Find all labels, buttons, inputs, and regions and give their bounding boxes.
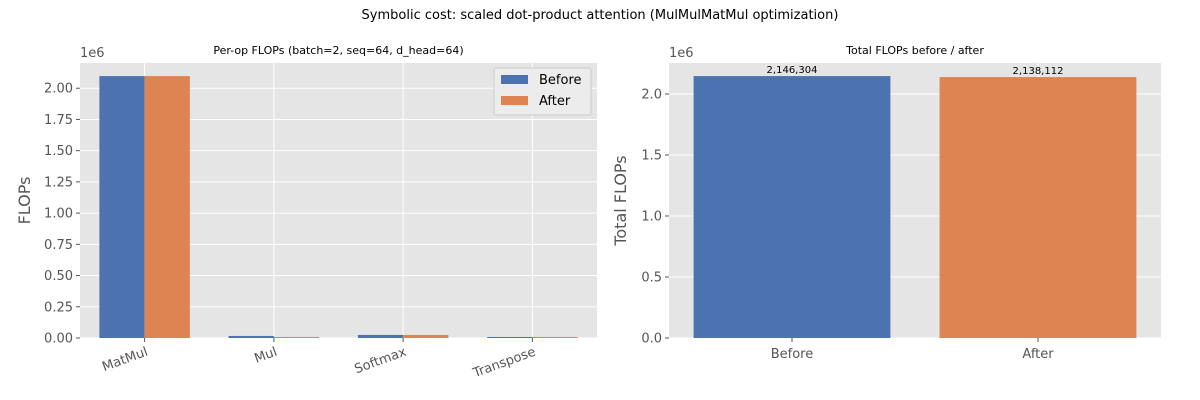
chart-1-xtick-label: Transpose (470, 345, 537, 382)
chart-1-bar-after-softmax (403, 334, 449, 338)
chart-2-data-label: 2,138,112 (1013, 66, 1064, 77)
chart-2-ylabel: Total FLOPs (611, 155, 630, 246)
figure-suptitle: Symbolic cost: scaled dot-product attent… (362, 8, 839, 23)
chart-1-xtick-label: Softmax (353, 345, 409, 378)
chart-1-ytick-label: 1.00 (44, 207, 73, 222)
chart-1-ytick-label: 0.00 (44, 332, 73, 347)
chart-2-xtick-label: Before (771, 347, 814, 362)
chart-1-ytick-label: 0.25 (44, 300, 73, 315)
chart-1-bar-before-mul (228, 335, 274, 338)
plots-layer: 0.00 0.25 0.50 0.75 1.00 1.25 1.50 1.75 2.00 MatM… (15, 44, 1161, 381)
chart-1-xtick-label: MatMul (100, 345, 150, 375)
chart-2-data-label: 2,146,304 (767, 65, 818, 76)
chart-1-legend-swatch-after (501, 96, 528, 105)
chart-1-ytick-label: 2.00 (44, 82, 73, 97)
chart-1-ytick-label: 0.75 (44, 238, 73, 253)
chart-2-bar-before (693, 76, 891, 338)
chart-1-legend-label-after: After (539, 94, 571, 109)
chart-1-bar-before-softmax (357, 334, 404, 338)
chart-1-offset-text: 1e6 (80, 46, 105, 61)
chart-2-ytick-label: 2.0 (641, 87, 662, 102)
chart-1-ytick-label: 1.75 (44, 113, 73, 128)
chart-1-ytick-label: 1.50 (44, 144, 73, 159)
chart-2-ytick-label: 0.0 (641, 332, 662, 347)
chart-1-xtick-label: Mul (252, 345, 279, 367)
chart-2-ytick-label: 1.0 (641, 209, 662, 224)
chart-1-legend-swatch-before (501, 75, 528, 84)
chart-2-title: Total FLOPs before / after (845, 44, 984, 57)
chart-2-ytick-label: 1.5 (641, 148, 662, 163)
chart-1-bar-after-mul (273, 336, 320, 338)
chart-1-title: Per-op FLOPs (batch=2, seq=64, d_head=64… (213, 44, 463, 57)
chart-2-bar-after (939, 77, 1137, 338)
chart-1-bar-after-matmul (144, 76, 190, 338)
chart-1-legend-label-before: Before (539, 73, 582, 88)
chart-1-bar-before-matmul (99, 76, 145, 338)
chart-2-xtick-label: After (1022, 347, 1054, 362)
chart-1-ylabel: FLOPs (15, 177, 34, 225)
chart-2-ytick-label: 0.5 (641, 270, 662, 285)
chart-1-ytick-label: 1.25 (44, 175, 73, 190)
chart-2-offset-text: 1e6 (669, 46, 694, 61)
chart-1-bar-before-transpose (487, 336, 533, 338)
chart-1-bar-after-transpose (532, 336, 578, 338)
chart-1-ytick-label: 0.50 (44, 269, 73, 284)
